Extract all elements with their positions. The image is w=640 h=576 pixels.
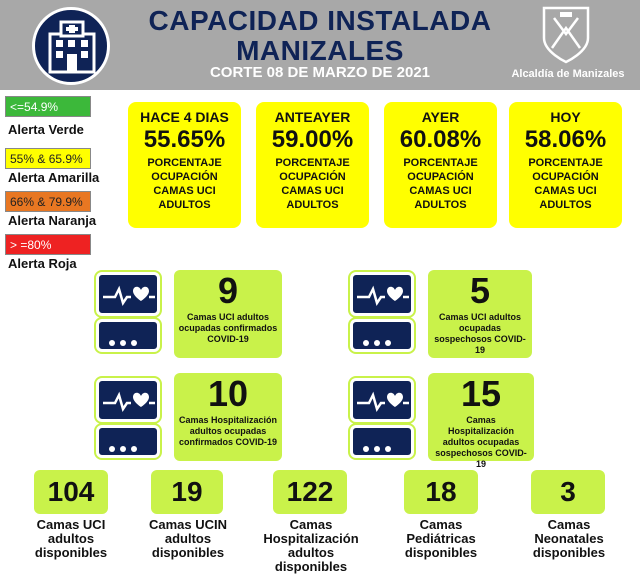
heart-monitor-icon	[350, 272, 414, 352]
stat-value: 5	[469, 270, 491, 311]
stat-card-uci-confirmados: 9 Camas UCI adultos ocupadas confirmados…	[174, 270, 282, 358]
stat-description: Camas UCI adultos ocupadas sospechosos C…	[434, 312, 526, 355]
occupancy-period: ANTEAYER	[274, 109, 351, 125]
available-pediatricas-box: 18	[404, 470, 478, 514]
available-hospitalizacion-box: 122	[273, 470, 347, 514]
available-label: Camas Pediátricas disponibles	[404, 517, 478, 560]
legend-range-roja: > =80%	[5, 234, 91, 255]
stat-card-hosp-sospechosos: 15 Camas Hospitalización adultos ocupada…	[428, 373, 534, 469]
occupancy-card-hoy: HOY 58.06% PORCENTAJE OCUPACIÓN CAMAS UC…	[509, 102, 622, 228]
legend-label-naranja: Alerta Naranja	[8, 213, 97, 228]
available-value: 104	[47, 476, 95, 507]
page-title-line1: CAPACIDAD INSTALADA	[148, 5, 492, 36]
stat-description: Camas UCI adultos ocupadas confirmados C…	[178, 312, 278, 344]
stat-card-uci-sospechosos: 5 Camas UCI adultos ocupadas sospechosos…	[428, 270, 532, 358]
available-label: Camas UCI adultos disponibles	[34, 517, 108, 560]
occupancy-period: HOY	[550, 109, 581, 125]
occupancy-period: HACE 4 DIAS	[140, 109, 229, 125]
occupancy-description: PORCENTAJE OCUPACIÓN CAMAS UCI ADULTOS	[528, 157, 603, 211]
stat-value: 15	[460, 373, 502, 414]
cutoff-date: CORTE 08 DE MARZO DE 2021	[209, 64, 431, 81]
available-label: Camas Neonatales disponibles	[532, 517, 606, 560]
available-label: Camas Hospitalización adultos disponible…	[263, 517, 359, 574]
stat-description: Camas Hospitalización adultos ocupadas c…	[178, 415, 278, 447]
stat-description: Camas Hospitalización adultos ocupadas s…	[435, 415, 527, 469]
manizales-coat-of-arms-icon	[540, 4, 592, 64]
legend-label-verde: Alerta Verde	[8, 122, 84, 137]
stat-value: 10	[207, 373, 249, 414]
page-title-line2: MANIZALES	[236, 35, 404, 66]
legend-range-amarilla: 55% & 65.9%	[5, 148, 91, 169]
occupancy-card-ayer: AYER 60.08% PORCENTAJE OCUPACIÓN CAMAS U…	[384, 102, 497, 228]
available-uci-adultos-box: 104	[34, 470, 108, 514]
available-value: 122	[286, 476, 334, 507]
occupancy-period: AYER	[421, 109, 460, 125]
heart-monitor-icon	[96, 378, 160, 458]
occupancy-value: 55.65%	[143, 126, 226, 153]
occupancy-description: PORCENTAJE OCUPACIÓN CAMAS UCI ADULTOS	[403, 157, 478, 211]
stat-value: 9	[217, 270, 239, 311]
available-ucin-adultos-box: 19	[151, 470, 223, 514]
header-banner: CAPACIDAD INSTALADA MANIZALES CORTE 08 D…	[0, 0, 640, 90]
occupancy-card-anteayer: ANTEAYER 59.00% PORCENTAJE OCUPACIÓN CAM…	[256, 102, 369, 228]
available-value: 3	[560, 476, 576, 507]
hospital-building-icon	[32, 7, 110, 85]
available-value: 18	[425, 476, 457, 507]
legend-label-roja: Alerta Roja	[8, 256, 77, 271]
available-neonatales-box: 3	[531, 470, 605, 514]
stat-card-hosp-confirmados: 10 Camas Hospitalización adultos ocupada…	[174, 373, 282, 461]
occupancy-value: 59.00%	[271, 126, 354, 153]
legend-range-verde: <=54.9%	[5, 96, 91, 117]
heart-monitor-icon	[96, 272, 160, 352]
org-name: Alcaldía de Manizales	[511, 68, 625, 80]
occupancy-card-4-days: HACE 4 DIAS 55.65% PORCENTAJE OCUPACIÓN …	[128, 102, 241, 228]
available-label: Camas UCIN adultos disponibles	[148, 517, 228, 560]
occupancy-value: 60.08%	[399, 126, 482, 153]
heart-monitor-icon	[350, 378, 414, 458]
legend-label-amarilla: Alerta Amarilla	[8, 170, 100, 185]
occupancy-value: 58.06%	[524, 126, 607, 153]
occupancy-description: PORCENTAJE OCUPACIÓN CAMAS UCI ADULTOS	[275, 157, 350, 211]
occupancy-description: PORCENTAJE OCUPACIÓN CAMAS UCI ADULTOS	[147, 157, 222, 211]
available-value: 19	[171, 476, 203, 507]
legend-range-naranja: 66% & 79.9%	[5, 191, 91, 212]
